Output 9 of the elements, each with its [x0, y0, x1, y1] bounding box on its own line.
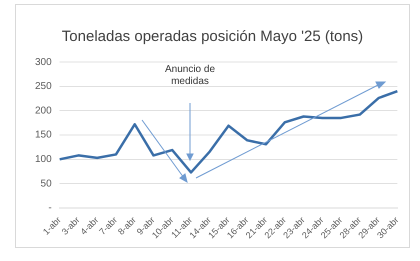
y-tick-label: 200 — [34, 105, 52, 116]
y-tick-label: - — [48, 202, 52, 214]
y-tick-label: 300 — [34, 56, 52, 68]
annotation: Anuncio de medidas — [164, 64, 216, 88]
y-tick-label: 100 — [34, 154, 52, 166]
y-tick-label: 250 — [34, 81, 52, 92]
y-tick-label: 150 — [34, 130, 52, 141]
y-tick-label: 50 — [40, 178, 52, 190]
chart-title: Toneladas operadas posición Mayo '25 (tons) — [60, 28, 364, 45]
